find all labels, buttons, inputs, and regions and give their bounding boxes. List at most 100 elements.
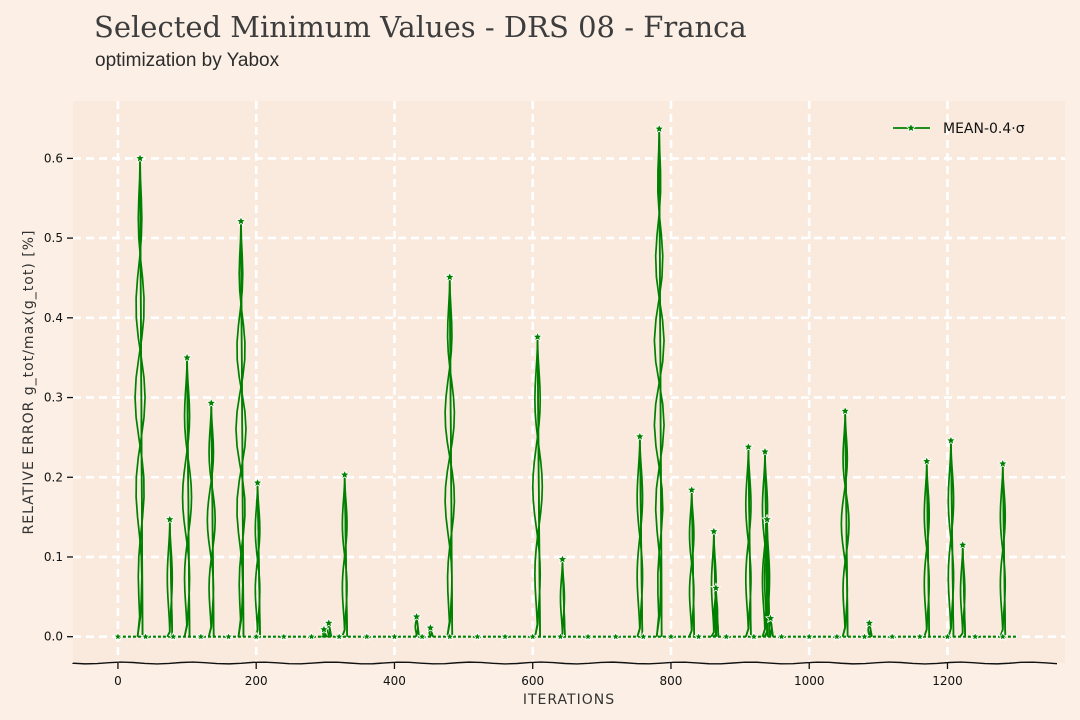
spike-line <box>761 450 769 637</box>
data-point <box>921 455 933 467</box>
spike-line <box>235 220 246 637</box>
y-axis-label: RELATIVE ERROR g_tot/max(g_tot) [%] <box>21 230 37 535</box>
spike-line <box>341 474 349 637</box>
spike-line <box>559 558 566 638</box>
baseline-point <box>776 631 787 641</box>
data-point <box>181 351 193 363</box>
data-point <box>411 610 423 622</box>
spike-line <box>254 481 261 637</box>
x-tick-label: 400 <box>383 674 406 688</box>
baseline-point <box>887 631 898 641</box>
baseline-point <box>665 631 676 641</box>
baseline-point <box>444 631 455 641</box>
baseline-point <box>251 631 262 641</box>
x-tick-label: 800 <box>660 674 683 688</box>
y-tick-label: 0.3 <box>44 391 63 405</box>
spike-line <box>444 276 456 637</box>
data-point <box>710 582 722 593</box>
spike-line <box>710 530 718 638</box>
spike-line <box>959 544 967 638</box>
baseline-point <box>583 631 593 641</box>
data-point <box>252 476 264 488</box>
spike-line <box>688 489 696 638</box>
spike-line <box>923 460 931 637</box>
data-point <box>653 123 665 134</box>
baseline-point <box>334 631 345 641</box>
baseline-point <box>527 631 538 641</box>
y-tick-label: 0.2 <box>44 470 63 484</box>
data-point <box>556 553 568 565</box>
baseline-point <box>555 631 566 641</box>
spike-line <box>534 336 544 637</box>
legend: MEAN-0.4·σ <box>893 121 1025 137</box>
spike-line <box>712 587 720 638</box>
data-point <box>164 513 176 525</box>
series-line <box>112 123 1017 641</box>
baseline-point <box>168 631 179 641</box>
baseline-point <box>278 631 289 641</box>
baseline-point <box>389 631 400 641</box>
data-point <box>323 617 335 628</box>
data-point <box>863 617 875 628</box>
y-tick-label: 0.4 <box>44 311 63 325</box>
baseline-point <box>417 631 428 641</box>
data-point <box>424 622 436 633</box>
baseline-point <box>610 631 621 641</box>
spike-line <box>135 157 146 637</box>
chart-subtitle: optimization by Yabox <box>95 50 280 71</box>
baseline-point <box>748 631 759 641</box>
baseline-point <box>472 631 483 641</box>
chart-title: Selected Minimum Values - DRS 08 - Franc… <box>94 10 747 44</box>
data-point <box>945 434 957 446</box>
baseline-point <box>112 631 123 641</box>
x-tick-label: 200 <box>245 674 268 688</box>
y-tick-label: 0.1 <box>44 550 63 564</box>
spike-line <box>763 518 771 638</box>
baseline-point <box>942 631 953 641</box>
data-point <box>339 469 351 480</box>
baseline-point <box>223 631 234 641</box>
baseline-point <box>306 631 317 641</box>
baseline-point <box>914 631 925 641</box>
legend-label: MEAN-0.4·σ <box>943 121 1025 137</box>
plot-area <box>73 101 1065 663</box>
spike-line <box>841 410 850 637</box>
baseline-point <box>859 631 870 641</box>
spike-line <box>744 446 752 637</box>
spike-line <box>207 402 217 637</box>
data-point <box>708 525 720 537</box>
spike-line <box>183 356 193 637</box>
baseline-point <box>638 631 649 641</box>
baseline-point <box>195 631 206 641</box>
baseline-point <box>693 631 704 641</box>
data-point <box>742 441 754 452</box>
spike-line <box>999 462 1007 637</box>
data-point <box>997 457 1009 469</box>
data-point <box>634 430 646 442</box>
data-point <box>444 271 456 282</box>
data-point <box>759 445 771 457</box>
data-point <box>531 331 544 342</box>
data-point <box>839 405 851 416</box>
x-axis-line <box>72 661 1058 665</box>
baseline-point <box>140 631 151 641</box>
spike-line <box>653 128 665 637</box>
baseline-point <box>500 631 511 641</box>
data-point <box>957 539 969 550</box>
legend-marker <box>905 122 917 133</box>
data-point <box>318 623 330 635</box>
spike-line <box>636 435 644 637</box>
baseline-point <box>361 631 372 641</box>
grid <box>73 101 1065 663</box>
spike-line <box>134 157 145 637</box>
x-axis-label: ITERATIONS <box>523 692 615 708</box>
data-point <box>761 513 773 525</box>
spike-line <box>236 220 247 637</box>
data-point <box>205 397 217 408</box>
data-point <box>686 484 698 495</box>
x-tick-label: 600 <box>521 674 544 688</box>
x-tick-label: 1000 <box>794 674 825 688</box>
data-point <box>764 612 777 624</box>
